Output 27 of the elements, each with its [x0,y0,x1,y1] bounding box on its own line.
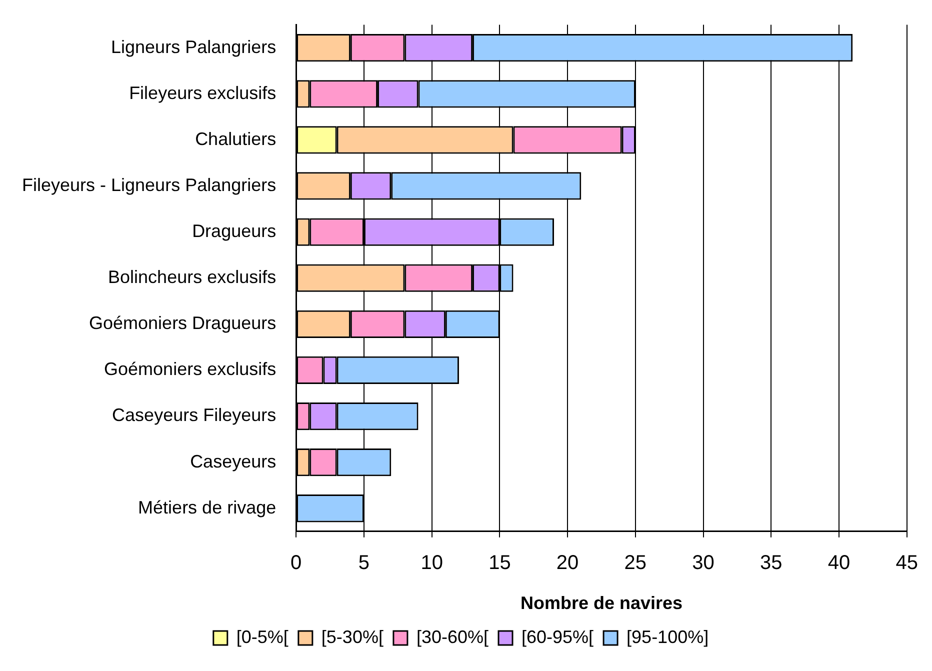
y-tick-label: Bolincheurs exclusifs [108,267,276,288]
y-tick-label: Goémoniers Dragueurs [89,313,276,334]
y-tick-label: Caseyeurs Fileyeurs [112,405,276,426]
y-tick-label: Chalutiers [195,128,276,149]
y-tick-label: Caseyeurs [190,451,276,472]
x-tick-label: 30 [692,552,714,574]
legend-label: [5-30%[ [321,626,384,647]
x-tick-label: 35 [760,552,782,574]
x-tick-label: 40 [828,552,850,574]
x-tick-label: 20 [556,552,579,574]
x-tick-label: 15 [488,552,511,574]
legend-label: [60-95%[ [522,626,594,647]
y-tick-label: Fileyeurs - Ligneurs Palangriers [22,174,276,195]
legend-label: [0-5%[ [236,626,288,647]
y-tick-label: Ligneurs Palangriers [111,36,276,57]
x-tick-label: 25 [624,552,647,574]
y-tick-label: Dragueurs [192,221,276,242]
legend-label: [30-60%[ [416,626,489,647]
legend-label: [95-100%] [626,626,709,647]
y-tick-label: Goémoniers exclusifs [104,359,276,380]
x-axis-title: Nombre de navires [520,593,683,614]
x-tick-label: 0 [290,552,302,574]
x-tick-label: 45 [896,552,918,574]
x-tick-label: 5 [358,552,370,574]
y-tick-label: Métiers de rivage [138,497,276,518]
x-tick-label: 10 [420,552,443,574]
y-tick-label: Fileyeurs exclusifs [129,82,276,103]
